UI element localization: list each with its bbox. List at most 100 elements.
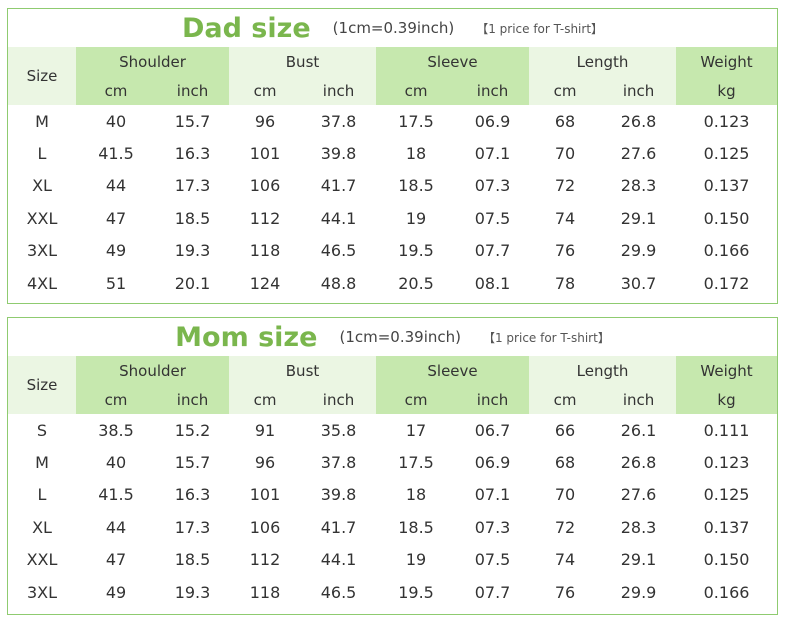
shoulder-cm-cell: 49 [105,241,127,261]
bust-unit-header: cm [229,77,302,105]
shoulder-inch-cell: 18.5 [174,208,211,228]
weight-kg-cell: 0.111 [703,420,750,440]
sleeve-unit-header: inch [456,386,530,414]
shoulder-inch-cell: 16.3 [174,144,211,164]
length-cm-cell: 70 [554,485,576,505]
sleeve-inch-cell: 07.7 [474,241,511,261]
bust-unit-header: inch [301,386,377,414]
weight-kg-cell: 0.172 [703,273,750,293]
sleeve-unit-header: cm [376,386,457,414]
bust-inch-cell: 46.5 [320,241,357,261]
length-cm-cell: 72 [554,176,576,196]
bust-inch-cell: 37.8 [320,111,357,131]
bust-inch-cell: 48.8 [320,273,357,293]
size-table: Size Shoulder Bust Sleeve Length Weight cm inc… [8,356,778,608]
shoulder-unit-header: inch [156,386,230,414]
shoulder-cm-cell: 44 [105,176,127,196]
length-inch-cell: 28.3 [620,517,657,537]
size-cell: 3XL [26,582,58,602]
size-chart-title-bar: Mom size (1cm=0.39inch) 【1 price for T-s… [8,318,777,356]
size-cell: 3XL [26,241,58,261]
sleeve-cm-cell: 18 [405,485,427,505]
shoulder-inch-cell: 19.3 [174,241,211,261]
weight-kg-cell: 0.137 [703,176,750,196]
table-row: S 38.5 15.2 91 35.8 17 06.7 66 26.1 0.111 [8,414,777,446]
price-note: 【1 price for T-shirt】 [482,330,610,345]
bust-inch-cell: 39.8 [320,144,357,164]
table-row: M 40 15.7 96 37.8 17.5 06.9 68 26.8 0.123 [8,446,777,478]
bust-inch-cell: 35.8 [320,420,357,440]
sleeve-inch-cell: 07.5 [474,208,511,228]
sleeve-cm-cell: 20.5 [398,273,434,293]
length-cm-cell: 68 [554,453,576,473]
table-header-row: Size Shoulder Bust Sleeve Length Weight [8,47,778,105]
size-chart-title-bar: Dad size (1cm=0.39inch) 【1 price for T-s… [8,9,777,47]
sleeve-inch-cell: 07.1 [474,485,511,505]
weight-kg-cell: 0.137 [703,517,750,537]
table-row: XXL 47 18.5 112 44.1 19 07.5 74 29.1 0.150 [8,202,777,234]
sleeve-cm-cell: 17 [405,420,427,440]
table-header-row: Size Shoulder Bust Sleeve Length Weight [8,356,778,414]
bust-cm-cell: 112 [249,550,281,570]
bust-inch-cell: 44.1 [320,208,357,228]
sleeve-cm-cell: 18.5 [398,176,434,196]
size-cell: XXL [26,208,58,228]
weight-kg-cell: 0.150 [703,550,750,570]
sleeve-inch-cell: 06.9 [474,111,511,131]
size-cell: XL [32,176,52,196]
shoulder-cm-cell: 47 [105,550,127,570]
table-row: XL 44 17.3 106 41.7 18.5 07.3 72 28.3 0.137 [8,170,777,202]
length-cm-cell: 78 [554,273,576,293]
sleeve-cm-cell: 19.5 [398,582,434,602]
sleeve-inch-cell: 07.5 [474,550,511,570]
mom-size-chart: Mom size (1cm=0.39inch) 【1 price for T-s… [7,317,778,615]
sleeve-column-header: Sleeve [376,356,530,386]
size-cell: M [35,453,49,473]
table-row: 3XL 49 19.3 118 46.5 19.5 07.7 76 29.9 0.166 [8,235,777,267]
bust-cm-cell: 91 [254,420,276,440]
sleeve-inch-cell: 07.3 [474,517,511,537]
length-unit-header: cm [529,77,602,105]
length-inch-cell: 29.1 [620,208,657,228]
weight-kg-cell: 0.125 [703,144,750,164]
length-inch-cell: 27.6 [620,144,657,164]
weight-column-header: Weight [676,47,778,77]
sleeve-inch-cell: 08.1 [474,273,511,293]
shoulder-inch-cell: 15.7 [174,111,211,131]
shoulder-unit-header: cm [76,386,156,414]
size-cell: 4XL [26,273,58,293]
shoulder-unit-header: cm [76,77,156,105]
length-inch-cell: 26.8 [620,453,657,473]
sleeve-cm-cell: 19 [405,550,427,570]
table-row: XL 44 17.3 106 41.7 18.5 07.3 72 28.3 0.137 [8,511,777,543]
length-unit-header: cm [529,386,602,414]
bust-inch-cell: 44.1 [320,550,357,570]
length-cm-cell: 70 [554,144,576,164]
sleeve-cm-cell: 19 [405,208,427,228]
weight-kg-cell: 0.166 [703,241,750,261]
weight-unit-header: kg [676,77,778,105]
table-row: 4XL 51 20.1 124 48.8 20.5 08.1 78 30.7 0.172 [8,267,777,299]
length-inch-cell: 26.1 [620,420,657,440]
length-unit-header: inch [601,386,677,414]
size-column-header: Size [8,356,76,414]
shoulder-inch-cell: 18.5 [174,550,211,570]
size-cell: M [35,111,49,131]
shoulder-cm-cell: 51 [105,273,127,293]
size-table: Size Shoulder Bust Sleeve Length Weight cm inc… [8,47,778,299]
bust-unit-header: cm [229,386,302,414]
sleeve-unit-header: cm [376,77,457,105]
size-chart-title: Mom size [175,321,318,353]
table-row: L 41.5 16.3 101 39.8 18 07.1 70 27.6 0.125 [8,137,777,169]
bust-cm-cell: 118 [249,241,281,261]
bust-cm-cell: 96 [254,111,276,131]
bust-column-header: Bust [229,356,377,386]
bust-inch-cell: 39.8 [320,485,357,505]
sleeve-unit-header: inch [456,77,530,105]
shoulder-cm-cell: 40 [105,453,127,473]
shoulder-column-header: Shoulder [76,47,230,77]
weight-column-header: Weight [676,356,778,386]
length-inch-cell: 29.1 [620,550,657,570]
table-row: 3XL 49 19.3 118 46.5 19.5 07.7 76 29.9 0.166 [8,576,777,608]
length-cm-cell: 68 [554,111,576,131]
